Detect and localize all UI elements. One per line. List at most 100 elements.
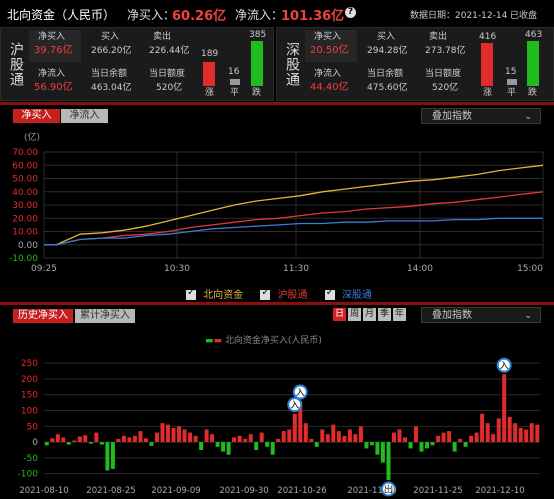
bar	[369, 442, 374, 446]
hgt-flat-label: 平	[230, 88, 240, 98]
y-tick-label: 60.00	[12, 161, 38, 171]
sgt-flat-label: 平	[507, 88, 517, 98]
bar	[243, 438, 248, 443]
y-tick-label: 100	[21, 407, 38, 417]
x-tick-label: 2021-09-30	[219, 486, 268, 496]
bar	[287, 429, 292, 443]
sgt-flat-count: 15	[505, 67, 517, 77]
question-circle-icon[interactable]: ?	[345, 7, 356, 18]
buy-in-marker[interactable]: 入	[496, 357, 512, 373]
hgt-name: 沪股通	[8, 42, 24, 87]
hgt-balance-value: 463.04亿	[91, 83, 132, 93]
bar	[314, 442, 319, 447]
bar	[72, 440, 77, 443]
sell-out-marker[interactable]: 出	[380, 481, 396, 497]
bar	[480, 413, 485, 443]
bar	[215, 442, 220, 447]
sgt-down-bar	[527, 41, 539, 86]
bar	[265, 442, 270, 447]
sgt-buy-label: 买入	[377, 32, 396, 42]
buy-in-marker[interactable]: 入	[287, 397, 303, 413]
sgt-buy-value: 294.28亿	[367, 46, 408, 56]
bar	[221, 442, 226, 452]
data-date: 数据日期：2021-12-14	[410, 11, 508, 21]
y-tick-label: 150	[21, 391, 38, 401]
x-tick-label: 2021-10-26	[277, 486, 326, 496]
tab-cumulative-net-buy[interactable]: 累计净买入	[75, 309, 135, 323]
chevron-down-icon: ⌄	[524, 112, 532, 122]
y-tick-label: 70.00	[12, 148, 38, 158]
period-month[interactable]: 月	[363, 308, 376, 321]
bar	[491, 434, 496, 443]
history-overlay-select[interactable]: 叠加指数 ⌄	[421, 307, 541, 323]
net-inflow-label: 净流入：	[235, 8, 284, 22]
bar	[380, 442, 385, 463]
period-week[interactable]: 周	[348, 308, 361, 321]
bar	[298, 401, 303, 443]
intraday-unit: (亿)	[24, 133, 41, 143]
tab-history-net-buy[interactable]: 历史净买入	[13, 309, 73, 323]
checkbox-north[interactable]	[186, 287, 196, 300]
period-year[interactable]: 年	[393, 308, 406, 321]
hgt-up-count: 189	[201, 49, 219, 59]
x-tick-label: 2021-11-25	[413, 486, 462, 496]
history-overlay-label: 叠加指数	[432, 310, 472, 321]
hgt-buy-value: 266.20亿	[91, 46, 132, 56]
bar	[342, 435, 347, 443]
bar	[144, 438, 148, 443]
bar	[188, 432, 193, 443]
sgt-sell-label: 卖出	[429, 32, 448, 42]
bar	[507, 416, 512, 443]
bar	[502, 374, 507, 443]
sgt-balance-label: 当日余额	[367, 69, 404, 79]
y-tick-label: 10.00	[12, 228, 38, 238]
legend-dash-red: ▬	[213, 336, 223, 346]
bar	[535, 424, 540, 443]
x-tick-label: 2021-08-10	[19, 486, 68, 496]
checkbox-hgt[interactable]	[260, 287, 271, 300]
bar	[436, 435, 441, 443]
bar	[458, 438, 463, 443]
hgt-balance-label: 当日余额	[91, 69, 128, 79]
y-tick-label: 0	[32, 438, 38, 448]
bar	[226, 442, 231, 455]
sgt-quota-value: 520亿	[432, 83, 459, 93]
hgt-quota-value: 520亿	[156, 83, 183, 93]
bar	[441, 432, 446, 443]
period-quarter[interactable]: 季	[378, 308, 391, 321]
bar	[110, 442, 115, 469]
intraday-line-chart: 70.00 60.00 50.00 40.00 30.00 20.00 10.00 0.00 -…	[9, 148, 544, 274]
sgt-down-count: 463	[525, 30, 543, 40]
bar	[182, 429, 187, 443]
bar	[44, 442, 49, 446]
hgt-sell-value: 226.44亿	[149, 46, 190, 56]
bar	[116, 438, 121, 443]
buy-in-marker[interactable]: 入	[292, 384, 308, 400]
bar	[447, 431, 452, 443]
tab-net-buy[interactable]: 净买入	[13, 109, 60, 123]
y-tick-label: 40.00	[12, 188, 38, 198]
bar	[292, 413, 297, 443]
y-tick-label: 50.00	[12, 175, 38, 185]
hgt-flat-count: 16	[228, 67, 240, 77]
bar	[127, 437, 132, 443]
hgt-net-buy-label: 净买入	[38, 32, 66, 42]
hgt-up-bar	[203, 62, 215, 86]
checkbox-sgt[interactable]	[324, 287, 335, 300]
top-header: 北向资金（人民币） 净买入： 60.26亿 净流入： 101.36亿 ? 数据日…	[0, 0, 554, 26]
y-tick-label: 20.00	[12, 214, 38, 224]
legend-north: 北向资金	[203, 290, 244, 301]
bar	[463, 442, 468, 447]
tab-net-inflow[interactable]: 净流入	[61, 109, 108, 123]
bar	[138, 431, 143, 443]
x-tick-label: 2021-12-10	[475, 486, 524, 496]
bar	[132, 435, 137, 443]
period-day[interactable]: 日	[333, 308, 346, 321]
x-tick-label: 10:30	[164, 264, 190, 274]
overlay-index-select[interactable]: 叠加指数 ⌄	[421, 108, 541, 124]
bar	[518, 427, 523, 443]
bar	[259, 432, 264, 443]
sgt-net-inflow-value: 44.40亿	[310, 82, 349, 93]
sgt-down-label: 跌	[528, 88, 538, 98]
